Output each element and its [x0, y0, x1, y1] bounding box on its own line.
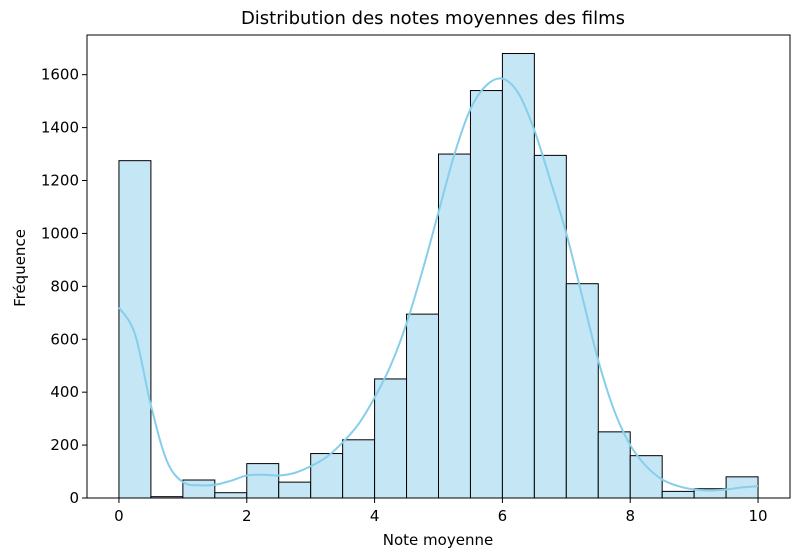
y-tick-label: 1000	[41, 224, 79, 242]
kde-curve	[118, 77, 759, 492]
x-axis: 0 2 4 6 8 10	[114, 498, 768, 525]
x-tick-label: 2	[242, 507, 252, 525]
histogram-bar	[246, 463, 280, 499]
bars-group	[118, 53, 759, 499]
histogram-bar	[118, 160, 152, 499]
y-tick-label: 1400	[41, 119, 79, 137]
y-axis-label: Fréquence	[11, 229, 29, 307]
y-tick-label: 1200	[41, 172, 79, 190]
histogram-bar	[406, 313, 439, 499]
y-tick-label: 1600	[41, 66, 79, 84]
x-axis-label: Note moyenne	[383, 531, 493, 549]
histogram-bar	[533, 154, 567, 499]
x-tick-label: 6	[498, 507, 508, 525]
y-tick-label: 200	[50, 436, 79, 454]
histogram-bar	[661, 490, 695, 499]
x-tick-label: 4	[370, 507, 380, 525]
y-tick-label: 600	[50, 330, 79, 348]
x-tick-label: 10	[748, 507, 767, 525]
y-axis: 0 200 400 600 800 1000 1200 1400 1600	[41, 66, 87, 507]
chart-title: Distribution des notes moyennes des film…	[241, 8, 625, 29]
histogram-bar	[469, 90, 503, 499]
y-tick-label: 400	[50, 383, 79, 401]
histogram-bar	[278, 481, 312, 499]
histogram-bar	[438, 153, 471, 499]
x-tick-label: 0	[114, 507, 124, 525]
x-tick-label: 8	[625, 507, 635, 525]
plot-frame	[86, 34, 791, 499]
histogram-bar	[565, 283, 599, 499]
histogram-bar	[182, 479, 216, 499]
histogram-bar	[310, 453, 344, 499]
y-tick-label: 800	[50, 277, 79, 295]
histogram-bar	[374, 378, 408, 499]
y-tick-label: 0	[69, 489, 79, 507]
histogram-bar	[597, 431, 631, 499]
histogram-bar	[342, 439, 376, 499]
histogram-bar	[214, 492, 248, 499]
